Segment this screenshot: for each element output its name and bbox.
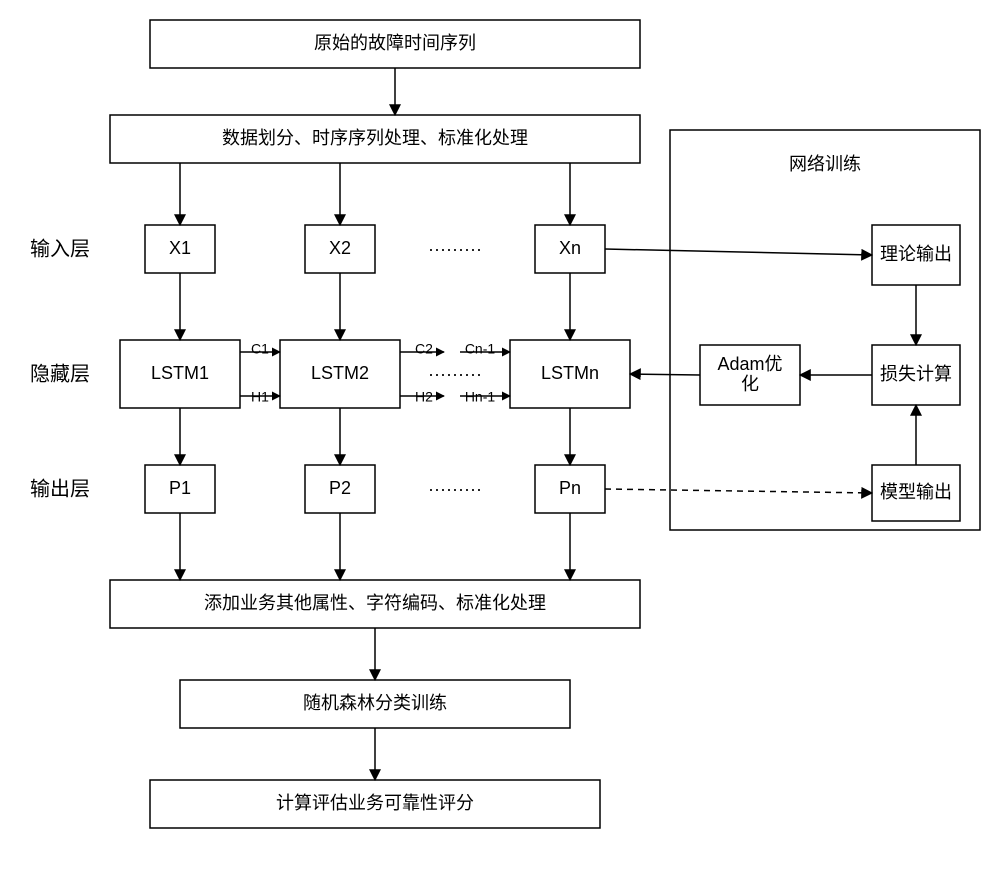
state-label-cn1: Cn-1 <box>465 341 496 357</box>
ellipsis-1: ········· <box>428 364 482 384</box>
label-theory: 理论输出 <box>880 244 952 264</box>
side-label-input: 输入层 <box>30 237 90 260</box>
label-rf: 随机森林分类训练 <box>303 693 447 713</box>
state-label-h2: H2 <box>415 389 433 405</box>
label-pn: Pn <box>559 478 581 498</box>
label-mout: 模型输出 <box>880 482 952 502</box>
label-pre: 数据划分、时序序列处理、标准化处理 <box>222 128 528 148</box>
state-label-c1: C1 <box>251 341 269 357</box>
group-training-title: 网络训练 <box>789 154 861 174</box>
label-p2: P2 <box>329 478 351 498</box>
label-x2: X2 <box>329 238 351 258</box>
ellipsis-0: ········· <box>428 239 482 259</box>
label-l1: LSTM1 <box>151 363 209 383</box>
ellipsis-2: ········· <box>428 479 482 499</box>
state-label-c2: C2 <box>415 341 433 357</box>
label-p1: P1 <box>169 478 191 498</box>
state-label-h1: H1 <box>251 389 269 405</box>
state-label-hn1: Hn-1 <box>465 389 496 405</box>
side-label-hidden: 隐藏层 <box>30 362 90 385</box>
label-xn: Xn <box>559 238 581 258</box>
label-l2: LSTM2 <box>311 363 369 383</box>
label-x1: X1 <box>169 238 191 258</box>
label-ln: LSTMn <box>541 363 599 383</box>
label-adam-1: 化 <box>741 374 759 394</box>
label-score: 计算评估业务可靠性评分 <box>276 793 474 813</box>
label-loss: 损失计算 <box>880 364 952 384</box>
arrow-adam-ln <box>630 374 700 375</box>
label-adam-0: Adam优 <box>717 354 782 374</box>
label-raw: 原始的故障时间序列 <box>314 33 476 53</box>
label-post: 添加业务其他属性、字符编码、标准化处理 <box>204 593 546 613</box>
side-label-output: 输出层 <box>30 477 90 500</box>
